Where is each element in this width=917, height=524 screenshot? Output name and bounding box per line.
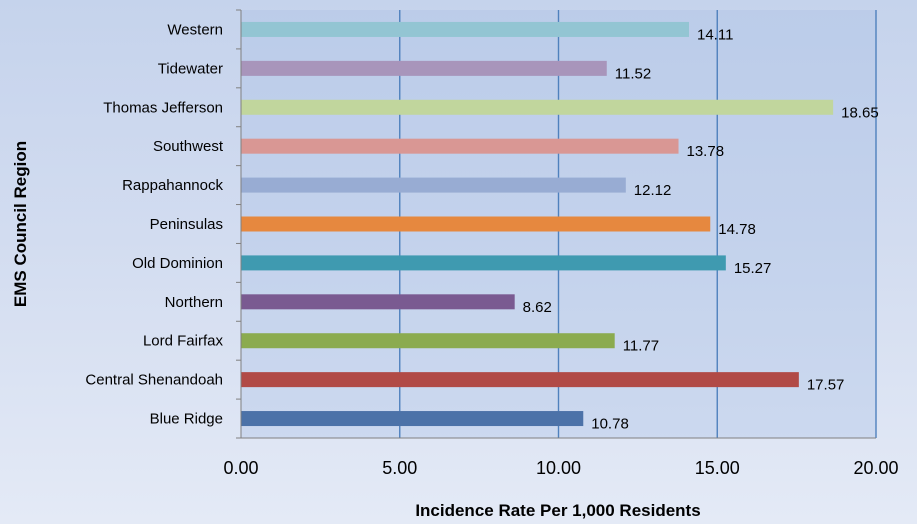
bar [241,99,834,115]
x-tick-label: 15.00 [695,458,740,478]
category-label: Thomas Jefferson [103,99,223,116]
y-axis-title: EMS Council Region [11,141,30,307]
value-label: 17.57 [807,377,845,394]
category-label: Tidewater [158,60,223,77]
category-label: Rappahannock [122,177,223,194]
x-tick-label: 0.00 [223,458,258,478]
bars [241,21,834,427]
value-label: 10.78 [591,416,629,433]
value-label: 14.11 [697,26,733,43]
x-tick-label: 5.00 [382,458,417,478]
bar [241,216,711,232]
labels: 0.00 5.00 10.00 15.00 20.00 Western 14.11 Tidew… [85,21,898,478]
value-label: 11.52 [615,65,651,82]
value-label: 14.78 [718,221,756,238]
x-tick-label: 20.00 [853,458,898,478]
category-label: Blue Ridge [150,411,223,428]
bar [241,333,615,349]
bar [241,372,799,388]
value-label: 11.77 [623,338,659,355]
value-label: 13.78 [687,143,725,160]
bar [241,294,515,310]
category-label: Northern [165,294,223,311]
bar [241,255,726,271]
axes [236,9,876,439]
value-label: 15.27 [734,260,772,277]
x-tick-label: 10.00 [536,458,581,478]
x-axis-title: Incidence Rate Per 1,000 Residents [415,501,700,520]
bar [241,60,607,76]
category-label: Southwest [153,138,224,155]
value-label: 18.65 [841,104,879,121]
category-label: Old Dominion [132,255,223,272]
bar [241,177,626,193]
bar [241,411,584,427]
value-label: 12.12 [634,182,672,199]
bar [241,138,679,154]
category-label: Central Shenandoah [85,372,223,389]
bar [241,21,689,37]
category-label: Lord Fairfax [143,333,224,350]
value-label: 8.62 [523,299,552,316]
category-label: Western [167,21,223,38]
category-label: Peninsulas [150,216,223,233]
